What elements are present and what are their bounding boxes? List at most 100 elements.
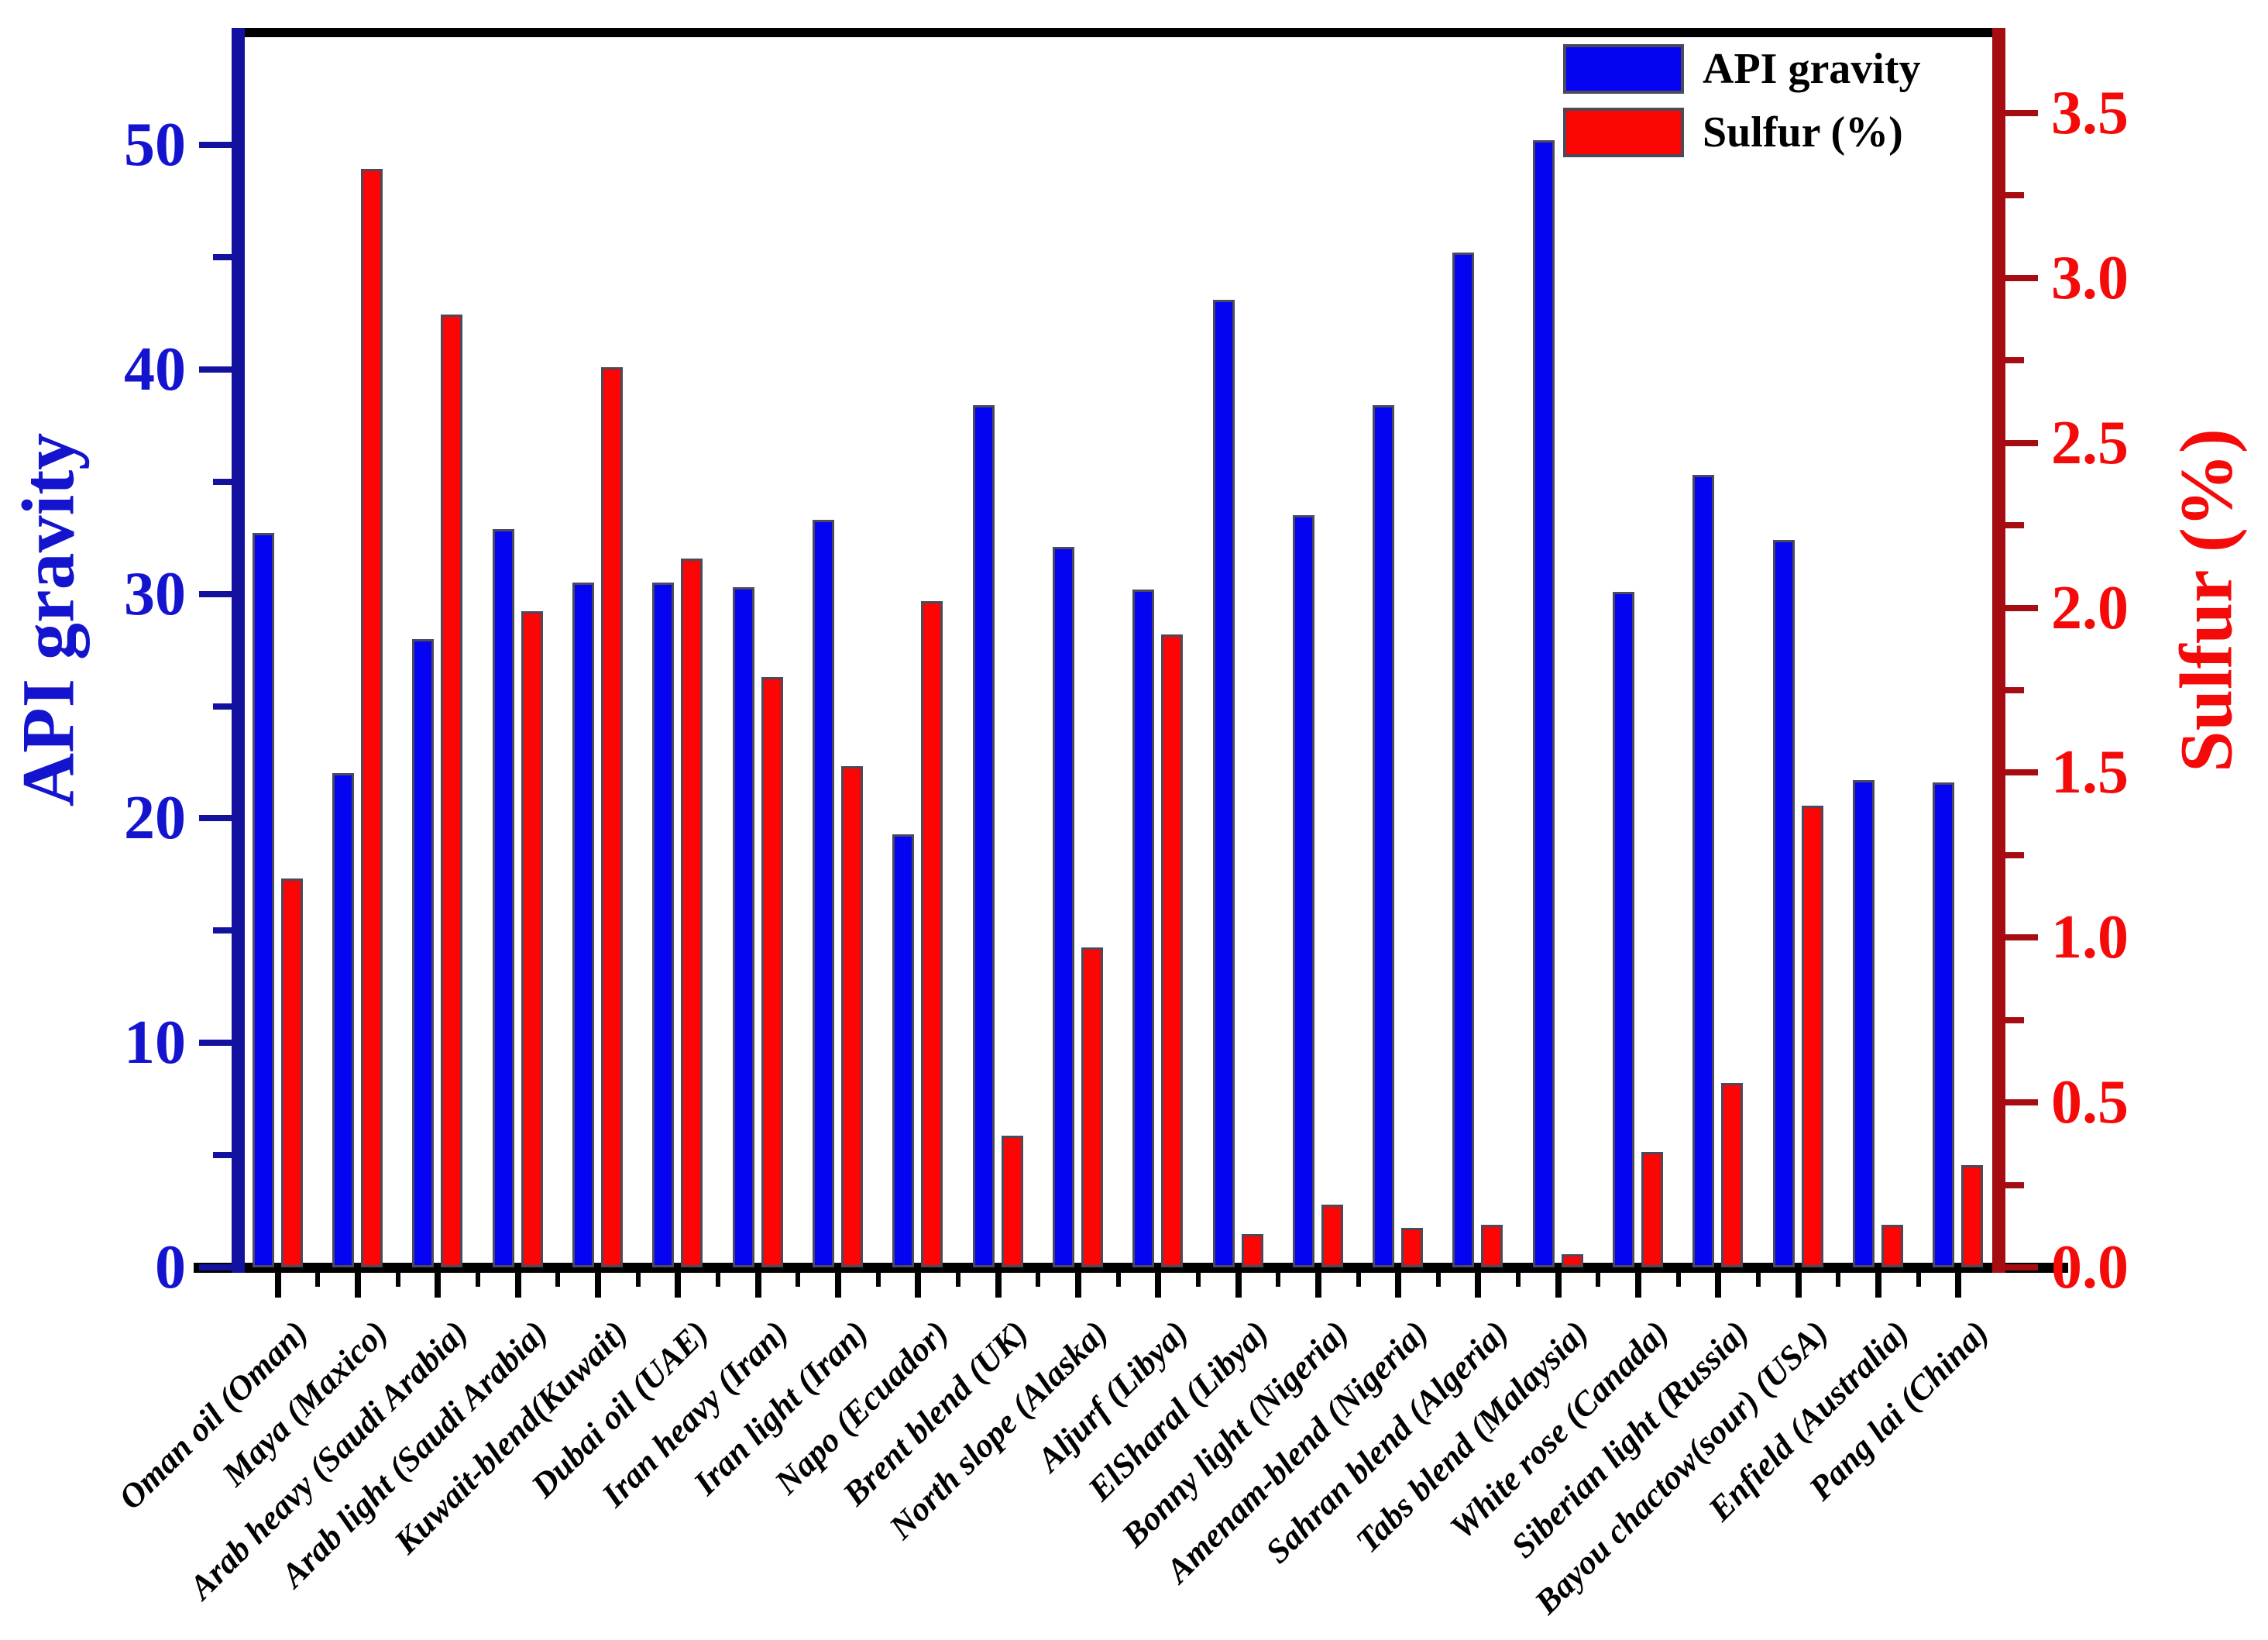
x-axis-major-tick [435,1273,442,1298]
bar-api-gravity [1212,299,1235,1267]
x-axis-minor-tick [955,1273,960,1287]
x-axis-minor-tick [395,1273,400,1287]
right-axis-tick-label: 0.0 [2051,1233,2129,1301]
x-axis-minor-tick [1356,1273,1361,1287]
x-axis-minor-tick [555,1273,561,1287]
bar-sulfur [280,878,303,1267]
left-axis-major-tick [199,366,232,373]
bar-api-gravity [1452,253,1475,1267]
left-axis-tick-label: 20 [124,784,186,853]
bar-sulfur [441,314,463,1267]
x-axis-major-tick [1074,1273,1081,1298]
x-axis-minor-tick [715,1273,720,1287]
right-axis-major-tick [2005,604,2038,611]
x-axis-major-tick [1395,1273,1402,1298]
x-axis-major-tick [1555,1273,1562,1298]
right-axis-tick-label: 2.5 [2051,408,2129,477]
x-axis-major-tick [1314,1273,1321,1298]
x-axis-minor-tick [1195,1273,1201,1287]
x-axis-major-tick [355,1273,361,1298]
x-axis-major-tick [754,1273,761,1298]
legend-label-sulfur: Sulfur (%) [1703,108,1903,156]
left-axis-tick-label: 50 [124,110,186,179]
x-axis-minor-tick [1435,1273,1441,1287]
x-axis-minor-tick [1916,1273,1921,1287]
plot-top-frame [232,28,2005,37]
x-axis-minor-tick [1276,1273,1281,1287]
bar-sulfur [1401,1227,1424,1267]
bar-sulfur [1161,634,1184,1267]
right-axis-spine [1992,28,2005,1273]
bar-api-gravity [972,405,995,1267]
right-axis-major-tick [2005,109,2038,116]
bar-sulfur [1881,1224,1903,1267]
x-axis-minor-tick [1115,1273,1121,1287]
left-axis-major-tick [199,815,232,822]
x-axis-minor-tick [635,1273,641,1287]
x-axis-major-tick [1235,1273,1242,1298]
x-axis-minor-tick [875,1273,881,1287]
left-axis-tick-label: 40 [124,335,186,404]
right-axis-major-tick [2005,769,2038,776]
right-axis-tick-label: 2.0 [2051,573,2129,642]
bar-api-gravity [332,773,354,1267]
x-axis-minor-tick [1675,1273,1681,1287]
bar-api-gravity [252,533,274,1267]
legend-swatch-sulfur [1563,108,1684,157]
right-axis-major-tick [2005,1264,2038,1270]
x-axis-major-tick [834,1273,841,1298]
x-axis-major-tick [1475,1273,1482,1298]
right-axis-major-tick [2005,1099,2038,1106]
x-axis-major-tick [915,1273,922,1298]
left-axis-tick-label: 10 [124,1009,186,1078]
bar-sulfur [840,765,863,1267]
right-axis-minor-tick [2005,522,2024,529]
x-axis-minor-tick [1756,1273,1761,1287]
right-axis-major-tick [2005,934,2038,941]
bar-api-gravity [1052,546,1074,1267]
legend: API gravity Sulfur (%) [1563,42,1921,169]
bar-api-gravity [652,583,675,1267]
bar-api-gravity [1613,591,1635,1267]
bar-api-gravity [1292,515,1314,1267]
bar-api-gravity [892,834,915,1267]
x-axis-major-tick [1955,1273,1962,1298]
x-axis-major-tick [1155,1273,1162,1298]
bar-sulfur [1801,806,1823,1267]
left-axis-spine [232,28,245,1273]
right-axis-tick-label: 1.5 [2051,738,2129,807]
bar-sulfur [921,601,943,1267]
x-axis-major-tick [1635,1273,1642,1298]
left-axis-minor-tick [213,1152,232,1159]
x-axis-major-tick [995,1273,1002,1298]
x-axis-minor-tick [315,1273,321,1287]
bar-sulfur [1641,1152,1664,1267]
left-axis-minor-tick [213,703,232,710]
bar-sulfur [1321,1205,1343,1267]
x-axis-major-tick [594,1273,601,1298]
bar-api-gravity [572,583,594,1267]
left-axis-title: API gravity [6,432,90,807]
left-axis-major-tick [199,141,232,148]
right-axis-minor-tick [2005,192,2024,199]
x-axis-minor-tick [1836,1273,1841,1287]
right-axis-major-tick [2005,439,2038,446]
bar-sulfur [1001,1135,1023,1267]
x-axis-major-tick [1875,1273,1881,1298]
right-axis-minor-tick [2005,1181,2024,1188]
x-axis-major-tick [274,1273,281,1298]
bar-api-gravity [732,586,754,1267]
bar-api-gravity [1853,780,1875,1267]
left-axis-minor-tick [213,253,232,260]
legend-item-api-gravity: API gravity [1563,42,1921,96]
right-axis-major-tick [2005,274,2038,281]
bar-sulfur [1721,1082,1744,1267]
right-axis-minor-tick [2005,1016,2024,1023]
bar-api-gravity [1532,140,1555,1267]
bar-api-gravity [1373,405,1395,1267]
x-axis-minor-tick [1596,1273,1601,1287]
left-axis-major-tick [199,1264,232,1270]
left-axis-major-tick [199,1040,232,1047]
legend-item-sulfur: Sulfur (%) [1563,105,1921,160]
left-axis-tick-label: 30 [124,559,186,628]
